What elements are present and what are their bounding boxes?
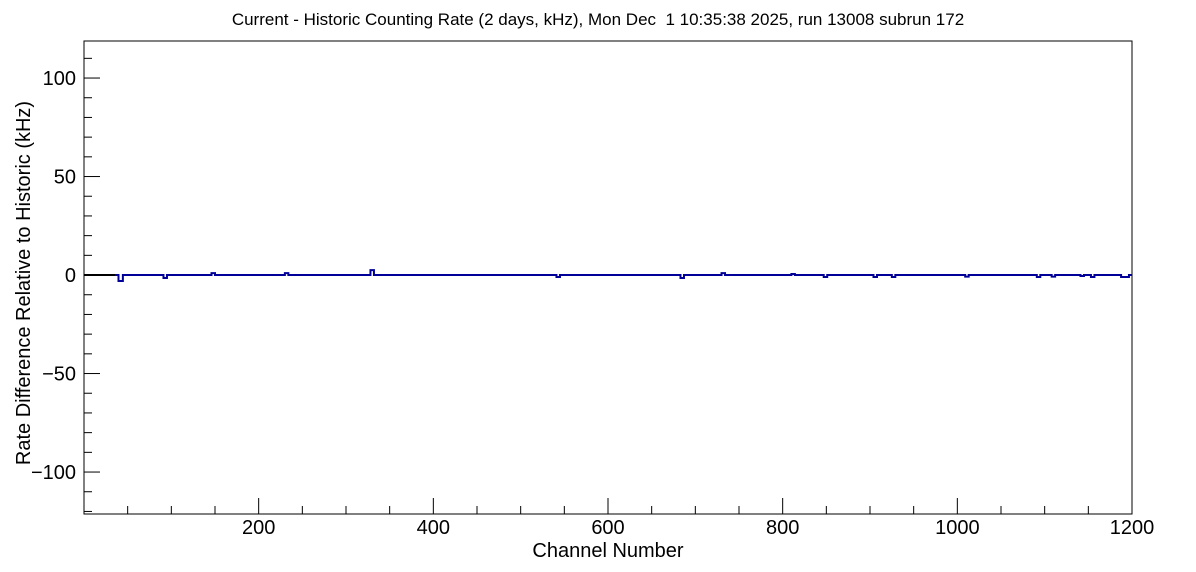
plot-frame — [83, 40, 1133, 515]
chart-title: Current - Historic Counting Rate (2 days… — [231, 10, 965, 29]
y-tick-label: 100 — [43, 68, 76, 90]
x-axis-title: Channel Number — [532, 540, 684, 562]
x-tick-label: 600 — [591, 517, 624, 539]
series-rate-difference — [115, 269, 1132, 282]
y-tick-label: 0 — [65, 265, 76, 287]
x-tick-label: 1000 — [935, 517, 980, 539]
x-tick-label: 200 — [242, 517, 275, 539]
x-tick-label: 400 — [417, 517, 450, 539]
y-tick-label: −50 — [42, 364, 76, 386]
y-tick-label: −100 — [31, 462, 76, 484]
x-tick-label: 800 — [766, 517, 799, 539]
y-tick-label: 50 — [54, 167, 76, 189]
x-tick-label: 1200 — [1110, 517, 1155, 539]
y-axis-title: Rate Difference Relative to Historic (kH… — [13, 100, 35, 466]
